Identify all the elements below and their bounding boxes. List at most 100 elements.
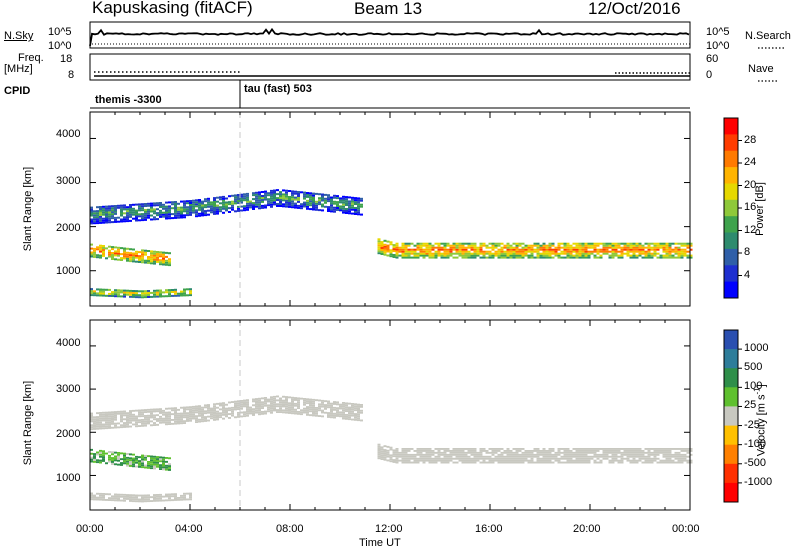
- power-cell: [297, 206, 300, 209]
- power-cell: [129, 293, 132, 296]
- power-cell: [153, 216, 156, 219]
- velocity-cell: [569, 457, 573, 460]
- velocity-cell: [608, 455, 612, 458]
- velocity-cell: [207, 419, 210, 422]
- velocity-cell: [114, 499, 117, 502]
- velocity-cell: [147, 420, 150, 423]
- power-cell: [377, 246, 381, 249]
- power-cell: [404, 248, 408, 251]
- power-cell: [102, 209, 105, 212]
- power-cell: [342, 207, 345, 210]
- velocity-cell: [198, 405, 201, 408]
- power-cell: [428, 252, 432, 255]
- power-cell: [165, 205, 168, 208]
- velocity-cell: [123, 495, 126, 498]
- power-cell: [629, 250, 633, 253]
- xtick-0400: 04:00: [175, 523, 203, 535]
- velocity-cell: [198, 418, 201, 421]
- power-cell: [102, 290, 105, 293]
- velocity-cell: [159, 417, 162, 420]
- velocity-cell: [153, 414, 156, 417]
- power-cell: [273, 189, 276, 192]
- power-cell: [440, 252, 444, 255]
- power-cell: [123, 289, 126, 292]
- power-cell: [207, 201, 210, 204]
- power-cell: [150, 262, 153, 265]
- power-cell: [303, 195, 306, 198]
- power-cell: [602, 248, 606, 251]
- power-cell: [324, 201, 327, 204]
- velocity-cell: [380, 450, 384, 453]
- velocity-cell: [132, 496, 135, 499]
- velocity-cell: [165, 407, 168, 410]
- velocity-cell: [168, 495, 171, 498]
- velocity-cell: [156, 456, 159, 458]
- velocity-cell: [195, 409, 198, 412]
- velocity-cell: [503, 457, 507, 460]
- velocity-cell: [318, 405, 321, 408]
- velocity-cell: [327, 400, 330, 403]
- power-cell: [90, 214, 93, 217]
- velocity-cell: [656, 451, 660, 454]
- power-cell: [632, 248, 636, 251]
- velocity-cell: [572, 459, 576, 462]
- power-cell: [668, 246, 672, 249]
- power-cell: [392, 248, 396, 251]
- velocity-cell: [105, 427, 108, 430]
- power-cell: [147, 216, 150, 219]
- velocity-cell: [668, 461, 672, 464]
- power-cell: [150, 258, 153, 261]
- velocity-cell: [297, 412, 300, 415]
- power-cell: [186, 206, 189, 209]
- velocity-cell: [165, 493, 168, 496]
- power-cell: [285, 199, 288, 202]
- freq-label-2: [MHz]: [4, 63, 33, 75]
- velocity-cell: [324, 411, 327, 414]
- power-cell: [183, 202, 186, 205]
- power-cell: [177, 294, 180, 297]
- power-cell: [261, 191, 264, 193]
- velocity-cell: [560, 448, 564, 450]
- power-cell: [671, 250, 675, 253]
- power-cell: [656, 248, 660, 251]
- power-cell: [267, 194, 270, 197]
- velocity-cell: [189, 498, 192, 501]
- velocity-cell: [674, 455, 678, 458]
- power-cell: [315, 200, 318, 203]
- velocity-cell: [473, 448, 477, 450]
- velocity-cell: [171, 409, 174, 412]
- velocity-cell: [279, 409, 282, 411]
- power-cell: [581, 250, 585, 253]
- power-cell: [587, 246, 591, 249]
- power-cell: [641, 248, 645, 251]
- velocity-cell: [494, 457, 498, 460]
- power-cell: [162, 295, 165, 298]
- power-cell: [461, 252, 465, 255]
- velocity-cell: [339, 415, 342, 418]
- velocity-cell: [255, 411, 258, 414]
- velocity-cell: [566, 453, 570, 456]
- velocity-cell: [497, 450, 501, 452]
- velocity-cell: [671, 459, 675, 462]
- power-cell: [428, 256, 432, 259]
- velocity-cell: [680, 455, 684, 458]
- power-cell: [129, 206, 132, 208]
- power-cell: [129, 211, 132, 214]
- velocity-cell: [446, 457, 450, 460]
- velocity-cell: [357, 405, 360, 408]
- velocity-cell: [321, 405, 324, 408]
- velocity-cell: [506, 461, 510, 464]
- velocity-cell: [204, 412, 207, 415]
- power-cell: [126, 220, 129, 223]
- power-cell: [123, 249, 126, 252]
- power-cell: [461, 244, 465, 247]
- power-cell: [647, 252, 651, 255]
- power-swatch: [724, 134, 738, 152]
- power-cell: [93, 218, 96, 221]
- power-cell: [156, 212, 159, 215]
- power-cell: [521, 250, 525, 253]
- velocity-cell: [120, 426, 123, 429]
- power-cell: [548, 242, 552, 245]
- power-cell: [611, 246, 615, 249]
- power-cell: [677, 242, 681, 245]
